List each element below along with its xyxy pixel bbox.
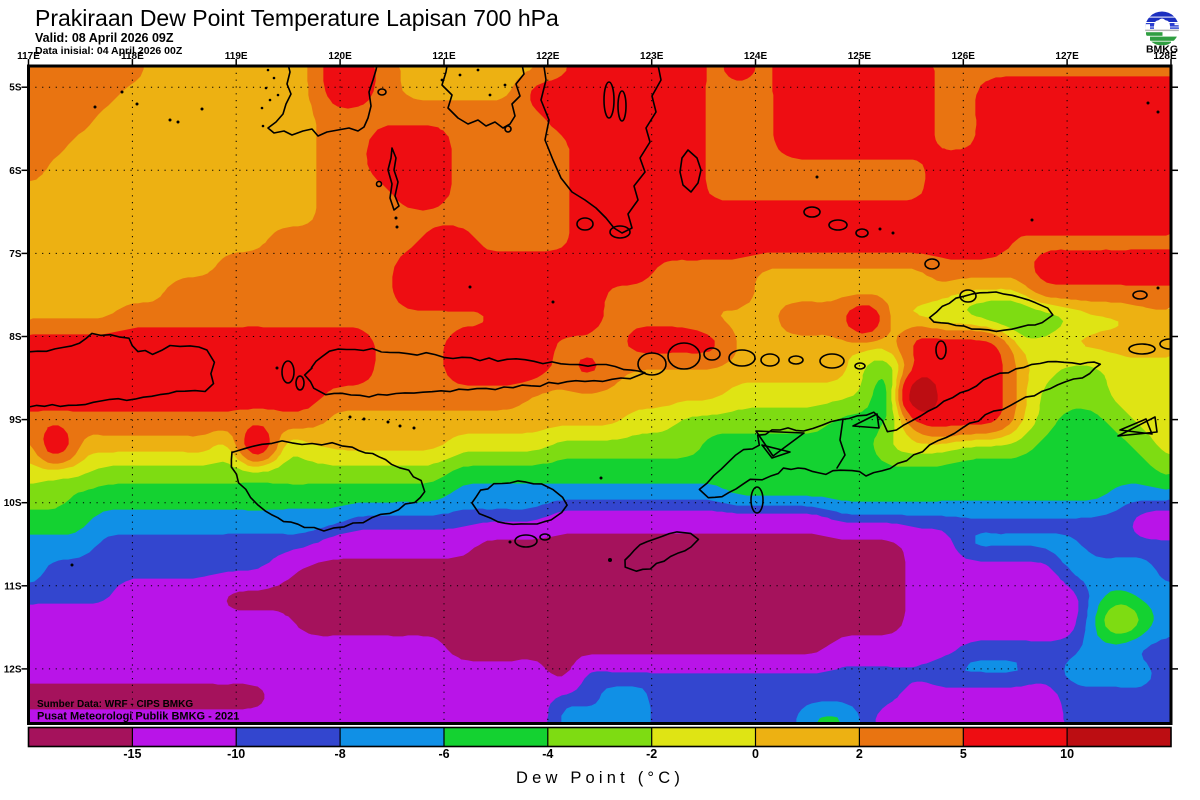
svg-text:Prakiraan Dew Point Temperatur: Prakiraan Dew Point Temperature Lapisan … [35,5,559,31]
svg-text:118E: 118E [121,51,144,62]
svg-text:0: 0 [752,747,759,761]
svg-text:5S: 5S [9,83,22,94]
svg-text:120E: 120E [328,51,352,62]
svg-text:Sumber Data: WRF - CIPS BMKG: Sumber Data: WRF - CIPS BMKG [37,699,193,710]
svg-text:6S: 6S [9,166,22,177]
svg-text:8S: 8S [9,332,22,343]
svg-text:12S: 12S [4,664,22,675]
svg-text:2: 2 [856,747,863,761]
svg-text:-10: -10 [227,747,245,761]
svg-text:-8: -8 [335,747,346,761]
svg-text:119E: 119E [225,51,248,62]
svg-text:128E: 128E [1153,51,1177,62]
svg-text:-6: -6 [438,747,449,761]
svg-text:125E: 125E [848,51,872,62]
svg-text:Data inisial: 04 April 2026 00: Data inisial: 04 April 2026 00Z [35,45,183,57]
svg-text:Dew Point (°C): Dew Point (°C) [516,769,684,787]
svg-text:BMKG: BMKG [1146,44,1178,56]
svg-text:11S: 11S [4,581,22,592]
svg-text:9S: 9S [9,415,22,426]
svg-text:123E: 123E [640,51,664,62]
svg-text:117E: 117E [17,51,40,62]
svg-text:10: 10 [1060,747,1074,761]
svg-text:126E: 126E [952,51,976,62]
svg-text:122E: 122E [536,51,560,62]
svg-text:121E: 121E [432,51,456,62]
svg-text:10S: 10S [4,498,22,509]
svg-text:-15: -15 [123,747,141,761]
svg-text:-4: -4 [542,747,553,761]
svg-text:5: 5 [960,747,967,761]
svg-text:Valid: 08 April 2026 09Z: Valid: 08 April 2026 09Z [35,31,174,45]
svg-text:124E: 124E [744,51,768,62]
svg-text:7S: 7S [9,249,22,260]
svg-text:Pusat Meteorologi Publik BMKG: Pusat Meteorologi Publik BMKG - 2021 [37,711,239,723]
svg-text:-2: -2 [646,747,657,761]
svg-text:127E: 127E [1055,51,1079,62]
